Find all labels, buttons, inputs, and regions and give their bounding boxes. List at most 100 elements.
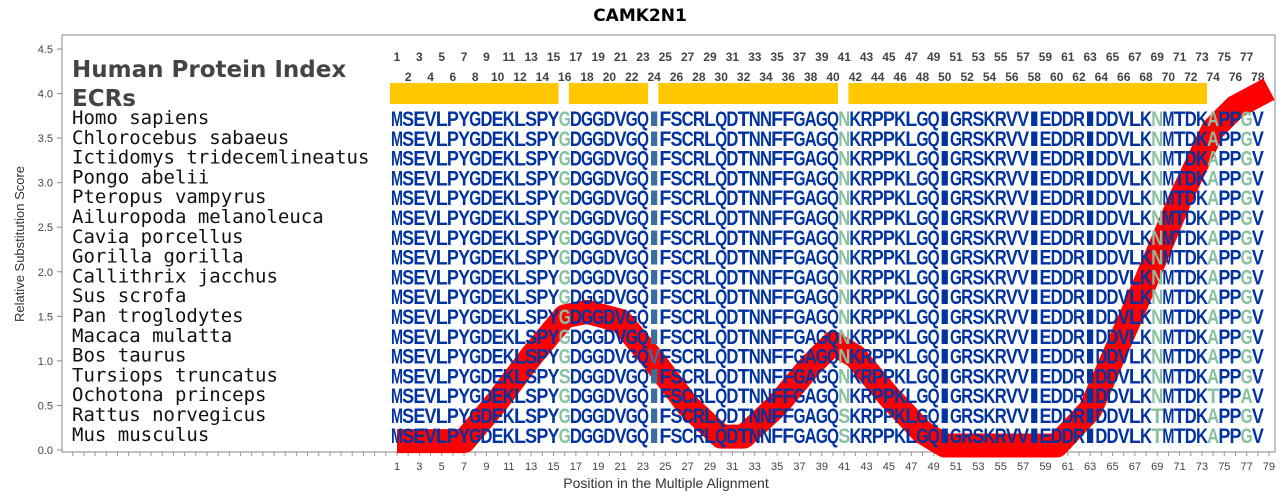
- residue: D: [726, 326, 738, 349]
- residue: N: [749, 266, 761, 289]
- residue: K: [849, 187, 861, 210]
- residue: D: [570, 148, 582, 171]
- residue: N: [838, 187, 850, 210]
- residue: D: [1185, 385, 1197, 408]
- residue: D: [1107, 266, 1119, 289]
- residue: L: [905, 266, 917, 289]
- residue: V: [615, 425, 627, 448]
- residue: S: [402, 266, 414, 289]
- residue: D: [1107, 108, 1119, 131]
- position-number: 28: [692, 70, 706, 84]
- residue: P: [1218, 405, 1230, 428]
- y-axis-label: Relative Substitution Score: [12, 166, 27, 322]
- residue: D: [726, 128, 738, 151]
- position-number: 16: [558, 70, 572, 84]
- residue: K: [894, 306, 906, 329]
- residue: F: [659, 207, 671, 230]
- residue: G: [950, 346, 962, 369]
- residue: F: [771, 266, 783, 289]
- residue: G: [1241, 187, 1253, 210]
- residue: E: [1039, 247, 1051, 270]
- residue: A: [805, 326, 817, 349]
- residue: P: [447, 167, 459, 190]
- residue: A: [1241, 385, 1253, 408]
- position-number: 66: [1117, 70, 1131, 84]
- x-tick-label: 57: [1017, 461, 1029, 473]
- position-number: 6: [450, 70, 457, 84]
- residue: I: [648, 247, 660, 270]
- residue: G: [559, 128, 571, 151]
- residue: L: [514, 247, 526, 270]
- residue: M: [391, 187, 403, 210]
- x-tick-label: 71: [1173, 461, 1185, 473]
- residue: G: [916, 148, 928, 171]
- residue: S: [671, 167, 683, 190]
- residue: S: [671, 227, 683, 250]
- residue: P: [883, 148, 895, 171]
- residue: E: [492, 148, 504, 171]
- residue: T: [1151, 425, 1163, 448]
- residue: R: [693, 128, 705, 151]
- position-number: 39: [815, 50, 829, 64]
- residue: I: [1028, 346, 1040, 369]
- residue: M: [1162, 405, 1174, 428]
- residue: G: [581, 405, 593, 428]
- y-tick-label: 4.0: [38, 89, 53, 101]
- residue: D: [726, 346, 738, 369]
- residue: C: [682, 167, 694, 190]
- residue: P: [1218, 108, 1230, 131]
- residue: K: [984, 326, 996, 349]
- residue: R: [861, 167, 873, 190]
- residue: D: [1107, 306, 1119, 329]
- residue: A: [1207, 286, 1219, 309]
- residue: I: [939, 247, 951, 270]
- residue: G: [916, 385, 928, 408]
- y-tick-label: 2.0: [38, 267, 53, 279]
- residue: R: [861, 365, 873, 388]
- residue: Q: [827, 167, 839, 190]
- residue: N: [838, 227, 850, 250]
- residue: P: [1230, 385, 1242, 408]
- residue: D: [1185, 148, 1197, 171]
- residue: G: [469, 167, 481, 190]
- residue: G: [559, 266, 571, 289]
- residue: G: [916, 306, 928, 329]
- ecr-bar: [658, 83, 839, 104]
- residue: S: [402, 207, 414, 230]
- residue: D: [1107, 128, 1119, 151]
- residue: S: [671, 365, 683, 388]
- residue: K: [849, 365, 861, 388]
- residue: E: [413, 425, 425, 448]
- residue: I: [1028, 148, 1040, 171]
- residue: V: [615, 148, 627, 171]
- residue: V: [1252, 148, 1264, 171]
- residue: L: [436, 385, 448, 408]
- residue: D: [570, 108, 582, 131]
- residue: E: [413, 405, 425, 428]
- residue: K: [849, 405, 861, 428]
- residue: G: [592, 425, 604, 448]
- residue: K: [894, 405, 906, 428]
- residue: S: [972, 425, 984, 448]
- residue: K: [503, 108, 515, 131]
- residue: L: [704, 247, 716, 270]
- residue: D: [1062, 385, 1074, 408]
- residue: R: [995, 286, 1007, 309]
- residue: V: [615, 187, 627, 210]
- residue: E: [1039, 207, 1051, 230]
- residue: V: [1118, 405, 1130, 428]
- position-number: 57: [1016, 50, 1030, 64]
- residue: N: [749, 167, 761, 190]
- residue: D: [1051, 207, 1063, 230]
- residue: A: [1207, 148, 1219, 171]
- residue: G: [592, 148, 604, 171]
- residue: N: [1151, 187, 1163, 210]
- residue: P: [872, 167, 884, 190]
- residue: I: [939, 227, 951, 250]
- position-number: 61: [1061, 50, 1075, 64]
- residue: K: [894, 326, 906, 349]
- species-label: Pan troglodytes: [72, 305, 244, 327]
- residue: D: [603, 167, 615, 190]
- residue: L: [704, 385, 716, 408]
